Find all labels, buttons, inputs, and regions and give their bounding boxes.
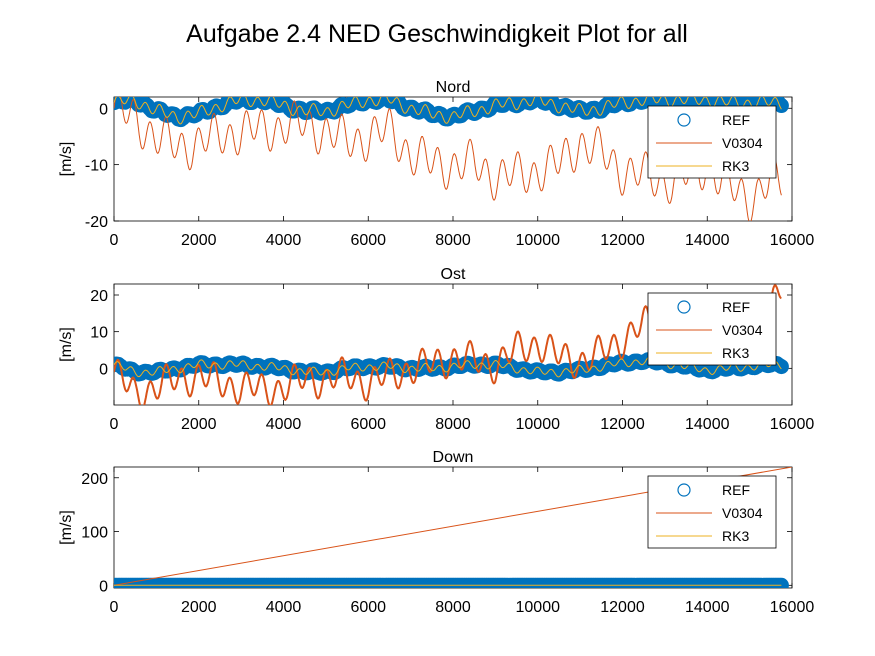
subplot-nord: Nord [m/s] 0 2000 4000 6000 8000 10000 12000 1400… <box>58 79 814 249</box>
x-tick-label: 4000 <box>266 599 302 616</box>
y-axis-label: [m/s] <box>58 142 75 177</box>
legend-label: REF <box>722 112 750 128</box>
y-axis-label: [m/s] <box>58 510 75 545</box>
x-tick-label: 10000 <box>516 232 561 249</box>
x-tick-label: 8000 <box>435 416 471 433</box>
plot-area <box>114 467 792 588</box>
legend: REF V0304 RK3 <box>647 475 777 549</box>
plot-area <box>114 284 789 405</box>
legend: REF V0304 RK3 <box>647 292 777 366</box>
x-tick-label: 10000 <box>516 599 561 616</box>
x-tick-label: 6000 <box>350 599 386 616</box>
x-tick-label: 2000 <box>181 232 217 249</box>
x-tick-label: 0 <box>110 416 119 433</box>
x-tick-label: 4000 <box>266 232 302 249</box>
series-rk3-line <box>114 356 782 378</box>
x-tick-label: 14000 <box>685 599 730 616</box>
subplot-ost: Ost [m/s] 0 2000 4000 6000 8000 10000 12000 14000… <box>58 266 814 433</box>
legend: REF V0304 RK3 <box>647 105 777 179</box>
x-tick-label: 16000 <box>770 416 815 433</box>
subplot-down: Down[m/s]0 2000 4000 6000 8000 10000 12000 1400… <box>58 449 814 616</box>
legend-label: RK3 <box>722 158 749 174</box>
x-tick-label: 6000 <box>350 232 386 249</box>
x-tick-label: 16000 <box>770 599 815 616</box>
legend-label: REF <box>722 482 750 498</box>
y-tick-label: 10 <box>90 325 108 342</box>
x-tick-label: 6000 <box>350 416 386 433</box>
x-tick-label: 4000 <box>266 416 302 433</box>
x-tick-label: 14000 <box>685 232 730 249</box>
legend-ref-marker <box>677 300 691 314</box>
legend-label: V0304 <box>722 322 763 338</box>
x-tick-label: 2000 <box>181 599 217 616</box>
figure-title: Aufgabe 2.4 NED Geschwindigkeit Plot for… <box>186 20 688 48</box>
x-tick-label: 12000 <box>600 232 645 249</box>
subplot-title: Nord <box>436 79 471 96</box>
legend-label: REF <box>722 299 750 315</box>
y-tick-label: 0 <box>99 578 108 595</box>
legend-ref-marker <box>677 113 691 127</box>
y-tick-label: 200 <box>81 471 108 488</box>
x-tick-label: 16000 <box>770 232 815 249</box>
x-tick-label: 12000 <box>600 416 645 433</box>
y-tick-label: 0 <box>99 101 108 118</box>
subplot-title: Ost <box>441 266 466 283</box>
x-tick-label: 2000 <box>181 416 217 433</box>
subplots: Nord[m/s]0 2000 4000 6000 8000 10000 12000 1400… <box>58 79 814 616</box>
y-tick-label: -10 <box>85 158 108 175</box>
x-tick-label: 0 <box>110 599 119 616</box>
x-tick-label: 8000 <box>435 232 471 249</box>
x-tick-label: 12000 <box>600 599 645 616</box>
y-axis-label: [m/s] <box>58 327 75 362</box>
series-v0304-line <box>114 97 782 221</box>
ref-marker <box>773 98 789 114</box>
y-tick-label: 100 <box>81 525 108 542</box>
subplot-title: Down <box>433 449 474 466</box>
y-tick-label: 0 <box>99 361 108 378</box>
legend-label: RK3 <box>722 345 749 361</box>
legend-label: V0304 <box>722 135 763 151</box>
x-tick-label: 10000 <box>516 416 561 433</box>
x-tick-label: 8000 <box>435 599 471 616</box>
legend-ref-marker <box>677 483 691 497</box>
x-tick-label: 14000 <box>685 416 730 433</box>
y-tick-label: -20 <box>85 214 108 231</box>
x-tick-label: 0 <box>110 232 119 249</box>
legend-label: RK3 <box>722 528 749 544</box>
legend-label: V0304 <box>722 505 763 521</box>
y-tick-label: 20 <box>90 288 108 305</box>
